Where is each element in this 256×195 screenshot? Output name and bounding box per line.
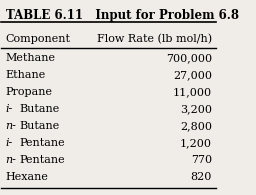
Text: Butane: Butane [19,121,59,131]
Text: 2,800: 2,800 [180,121,212,131]
Text: Propane: Propane [6,87,53,97]
Text: Pentane: Pentane [19,155,65,165]
Text: Ethane: Ethane [6,70,46,80]
Text: Methane: Methane [6,53,56,63]
Text: 770: 770 [191,155,212,165]
Text: i-: i- [6,138,13,148]
Text: Component: Component [6,34,71,44]
Text: 11,000: 11,000 [173,87,212,97]
Text: 820: 820 [190,172,212,182]
Text: 1,200: 1,200 [180,138,212,148]
Text: 27,000: 27,000 [173,70,212,80]
Text: n-: n- [6,155,17,165]
Text: TABLE 6.11   Input for Problem 6.8: TABLE 6.11 Input for Problem 6.8 [6,9,239,22]
Text: n-: n- [6,121,17,131]
Text: 3,200: 3,200 [180,104,212,114]
Text: 700,000: 700,000 [166,53,212,63]
Text: Hexane: Hexane [6,172,49,182]
Text: Pentane: Pentane [19,138,65,148]
Text: Flow Rate (lb mol/h): Flow Rate (lb mol/h) [97,34,212,44]
Text: Butane: Butane [19,104,59,114]
Text: i-: i- [6,104,13,114]
